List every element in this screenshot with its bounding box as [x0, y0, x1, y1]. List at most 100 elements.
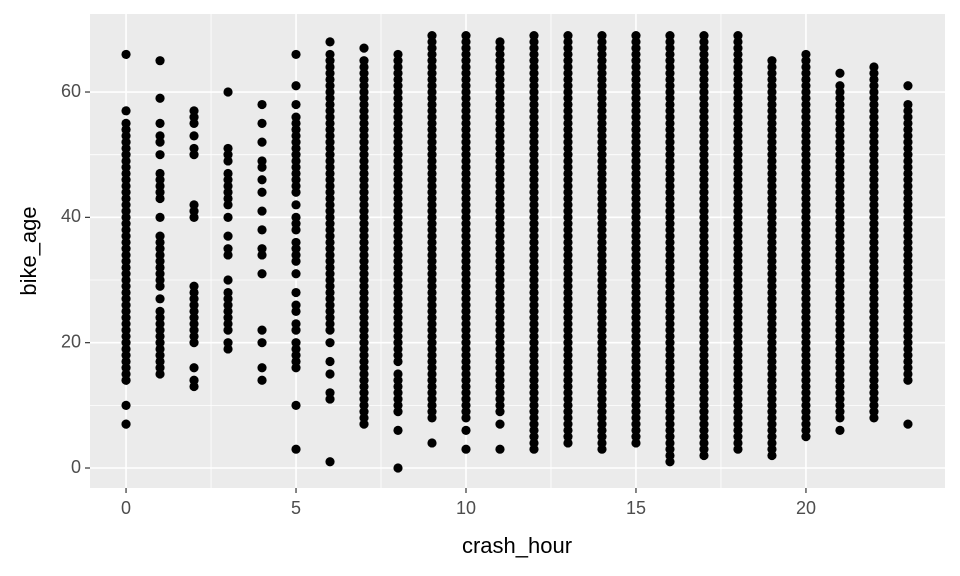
y-tick-label: 0 — [71, 457, 81, 477]
point — [121, 400, 131, 410]
point — [359, 43, 369, 53]
point — [189, 143, 199, 154]
point — [291, 300, 301, 310]
point — [257, 338, 267, 348]
point — [189, 200, 199, 210]
point — [393, 463, 403, 473]
point — [189, 131, 199, 141]
y-tick-label: 20 — [61, 331, 81, 351]
point — [257, 156, 267, 166]
point — [733, 31, 743, 41]
point — [291, 400, 301, 410]
point — [291, 81, 301, 91]
point — [325, 338, 335, 348]
point — [291, 319, 301, 329]
point — [461, 444, 471, 454]
point — [427, 31, 437, 41]
point — [257, 175, 267, 185]
point — [597, 31, 607, 41]
point — [291, 112, 301, 122]
point — [155, 168, 165, 179]
x-tick-label: 0 — [121, 498, 131, 518]
point — [291, 269, 301, 279]
point — [495, 444, 505, 454]
point — [189, 363, 199, 373]
point — [223, 212, 233, 222]
x-tick-label: 5 — [291, 498, 301, 518]
point — [291, 212, 301, 222]
point — [189, 375, 199, 385]
point — [461, 31, 471, 41]
point — [121, 106, 131, 116]
point — [495, 419, 505, 429]
point — [427, 438, 437, 448]
point — [155, 118, 165, 128]
point — [325, 356, 335, 367]
point — [325, 369, 335, 379]
point — [257, 269, 267, 279]
point — [291, 287, 301, 298]
point — [325, 457, 335, 467]
point — [869, 62, 879, 72]
point — [257, 375, 267, 385]
y-tick-label: 40 — [61, 206, 81, 226]
point — [223, 275, 233, 285]
point — [903, 81, 913, 91]
point — [155, 93, 165, 103]
point — [257, 325, 267, 335]
point — [699, 31, 709, 41]
point — [155, 294, 165, 304]
point — [189, 281, 199, 291]
point — [903, 99, 913, 110]
x-tick-label: 15 — [626, 498, 646, 518]
point — [257, 99, 267, 110]
point — [291, 200, 301, 210]
point — [223, 231, 233, 241]
point — [257, 225, 267, 235]
point — [257, 206, 267, 216]
point — [835, 81, 845, 91]
point — [223, 244, 233, 254]
point — [257, 137, 267, 147]
point — [767, 56, 777, 66]
point — [393, 425, 403, 436]
y-tick-label: 60 — [61, 81, 81, 101]
point — [359, 56, 369, 66]
point — [121, 419, 131, 429]
y-axis-title: bike_age — [16, 206, 41, 295]
point — [529, 31, 539, 41]
point — [325, 388, 335, 398]
point — [563, 31, 573, 41]
point — [121, 118, 131, 128]
x-tick-label: 10 — [456, 498, 476, 518]
point — [835, 425, 845, 436]
point — [325, 37, 335, 47]
point — [291, 99, 301, 110]
point — [291, 444, 301, 454]
point — [257, 244, 267, 254]
point — [495, 37, 505, 47]
point — [155, 231, 165, 241]
point — [155, 131, 165, 141]
point — [121, 49, 131, 60]
point — [223, 143, 233, 154]
point — [257, 118, 267, 128]
point — [223, 168, 233, 179]
point — [155, 56, 165, 66]
point — [223, 287, 233, 298]
point — [155, 306, 165, 316]
point — [835, 68, 845, 78]
x-axis-title: crash_hour — [462, 533, 572, 558]
point — [291, 49, 301, 60]
point — [461, 425, 471, 436]
point — [223, 87, 233, 97]
point — [393, 49, 403, 60]
point — [155, 212, 165, 222]
point — [903, 419, 913, 429]
point — [325, 49, 335, 60]
point — [257, 187, 267, 197]
point — [631, 31, 641, 41]
point — [665, 31, 675, 41]
point — [189, 106, 199, 116]
